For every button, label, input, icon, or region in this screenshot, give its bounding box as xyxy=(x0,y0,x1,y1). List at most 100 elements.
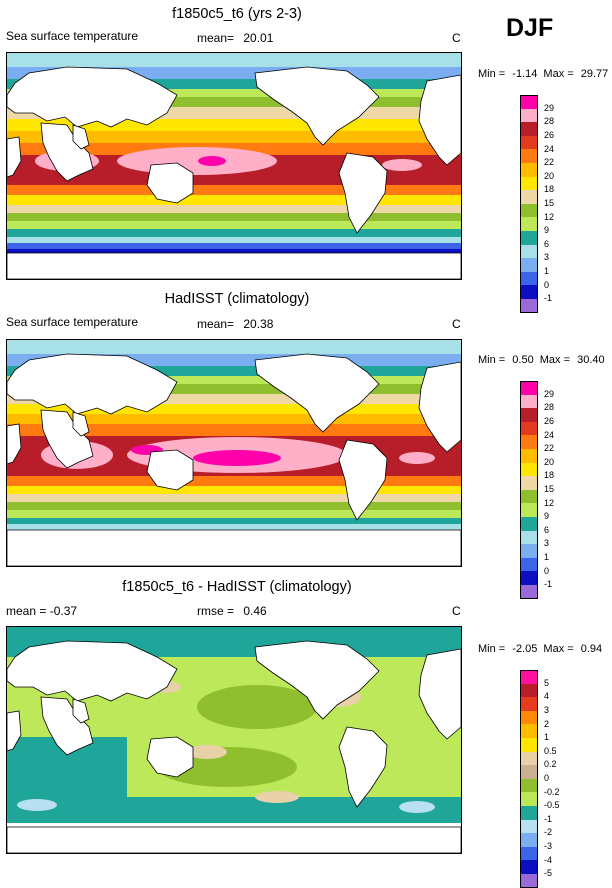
legend-label: -1 xyxy=(544,293,553,304)
legend-label: 6 xyxy=(544,239,550,250)
legend-swatch xyxy=(520,571,538,585)
legend-swatch-row: 0 xyxy=(520,280,574,299)
legend-label: -0.5 xyxy=(544,800,560,811)
legend-label: 1 xyxy=(544,266,550,277)
legend-swatch-row: -1 xyxy=(520,294,574,313)
legend-swatch xyxy=(520,683,538,698)
legend-swatch xyxy=(520,108,538,123)
legend-label: 20 xyxy=(544,171,555,182)
legend-label: 3 xyxy=(544,538,550,549)
legend-swatch-row: 18 xyxy=(520,471,574,490)
legend-swatch xyxy=(520,751,538,766)
legend-swatch-row: 5 xyxy=(520,679,574,698)
legend-swatch xyxy=(520,244,538,259)
legend-swatch-row: 9 xyxy=(520,512,574,531)
legend-swatch xyxy=(520,805,538,820)
legend-swatch-row: 6 xyxy=(520,526,574,545)
legend-swatch xyxy=(520,765,538,779)
legend-swatch xyxy=(520,516,538,531)
legend-swatch-row: 9 xyxy=(520,226,574,245)
legend-swatch xyxy=(520,710,538,725)
min-max: Min = 0.50 Max = 30.40 xyxy=(478,354,605,366)
legend-swatch xyxy=(520,724,538,738)
legend-swatch-row: 1 xyxy=(520,267,574,286)
max-label: Max = xyxy=(543,68,574,80)
legend-swatch-row: 29 xyxy=(520,390,574,409)
legend-swatch xyxy=(520,285,538,299)
legend-swatch-row: 2 xyxy=(520,719,574,738)
legend-swatch-row: 15 xyxy=(520,199,574,218)
legend-label: -4 xyxy=(544,854,553,865)
legend-swatch xyxy=(520,408,538,422)
panel-title: f1850c5_t6 - HadISST (climatology) xyxy=(122,579,352,595)
legend-swatch xyxy=(520,503,538,517)
legend-swatch-row: 26 xyxy=(520,417,574,436)
legend-label: 0.5 xyxy=(544,746,557,757)
legend-label: -1 xyxy=(544,579,553,590)
legend-label: 22 xyxy=(544,157,555,168)
legend-swatch-row: 12 xyxy=(520,498,574,517)
legend-swatch xyxy=(520,670,538,684)
legend-swatch-row xyxy=(520,381,574,395)
legend-swatch xyxy=(520,122,538,136)
legend-swatch-row: 20 xyxy=(520,458,574,477)
legend-swatch xyxy=(520,462,538,477)
mean-stat-diff: mean = -0.37 xyxy=(6,604,78,618)
max-value: 30.40 xyxy=(577,354,605,366)
legend-label: 26 xyxy=(544,130,555,141)
legend-swatch xyxy=(520,584,538,599)
legend-label: 15 xyxy=(544,484,555,495)
legend-label: 9 xyxy=(544,225,550,236)
legend-label: 18 xyxy=(544,470,555,481)
legend-swatch xyxy=(520,697,538,711)
legend-swatch-row: 0 xyxy=(520,566,574,585)
mean-stat: mean= 20.38 xyxy=(197,317,273,331)
legend-swatch xyxy=(520,381,538,395)
legend-swatch-row: -5 xyxy=(520,869,574,888)
min-label: Min = xyxy=(478,68,506,80)
units-label: C xyxy=(452,317,461,331)
panel-title: f1850c5_t6 (yrs 2-3) xyxy=(172,6,302,22)
legend-label: 26 xyxy=(544,416,555,427)
min-value: 0.50 xyxy=(512,354,534,366)
legend-swatch-row: 1 xyxy=(520,553,574,572)
legend-swatch xyxy=(520,149,538,163)
legend-label: 9 xyxy=(544,511,550,522)
rmse-label: rmse = xyxy=(197,604,235,618)
rmse-stat: rmse = 0.46 xyxy=(197,604,267,618)
legend-swatch xyxy=(520,230,538,245)
legend-swatch-row: 3 xyxy=(520,253,574,272)
legend-label: 20 xyxy=(544,457,555,468)
min-max: Min = -1.14 Max = 29.77 xyxy=(478,68,608,80)
legend-swatch-row: 0.2 xyxy=(520,760,574,779)
legend-label: 12 xyxy=(544,497,555,508)
mean-stat: mean= 20.01 xyxy=(197,31,273,45)
legend-swatch xyxy=(520,792,538,806)
legend-swatch-row: -3 xyxy=(520,842,574,861)
legend-swatch-row: 4 xyxy=(520,692,574,711)
legend-label: 18 xyxy=(544,184,555,195)
min-max: Min = -2.05 Max = 0.94 xyxy=(478,643,602,655)
legend-swatch xyxy=(520,298,538,313)
legend-label: 0 xyxy=(544,565,550,576)
legend-label: 24 xyxy=(544,429,555,440)
legend-label: -0.2 xyxy=(544,786,560,797)
legend-swatch-row: -2 xyxy=(520,828,574,847)
sst-map-graphic xyxy=(7,53,461,279)
legend-label: -1 xyxy=(544,814,553,825)
legend-swatch-row: 0.5 xyxy=(520,747,574,766)
legend-label: 28 xyxy=(544,402,555,413)
legend-label: -2 xyxy=(544,827,553,838)
panel-title: HadISST (climatology) xyxy=(164,291,310,307)
legend-label: 0 xyxy=(544,279,550,290)
sst-map xyxy=(6,52,462,280)
diff-map xyxy=(6,626,462,854)
legend-label: 24 xyxy=(544,143,555,154)
legend-swatch xyxy=(520,489,538,504)
legend-swatch-row: 15 xyxy=(520,485,574,504)
legend-label: 29 xyxy=(544,389,555,400)
legend-obs: 29 28 26 24 22 20 18 15 12 9 6 3 1 0 -1 xyxy=(520,381,574,599)
legend-label: 12 xyxy=(544,211,555,222)
legend-swatch-row: 24 xyxy=(520,144,574,163)
legend-label: 3 xyxy=(544,252,550,263)
